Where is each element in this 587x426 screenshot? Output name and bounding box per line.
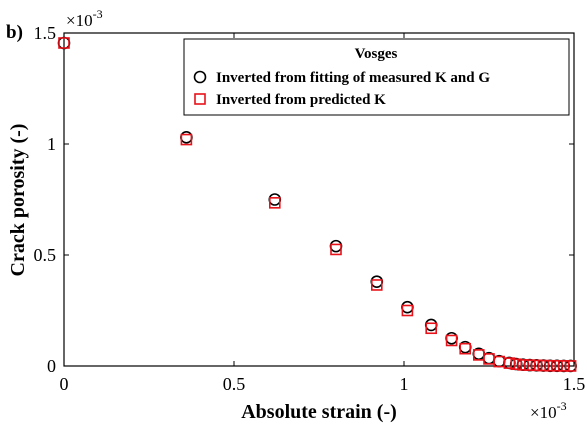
x-exponent: -3 <box>557 399 567 413</box>
data-point-square <box>445 334 458 347</box>
data-point-square <box>58 37 70 49</box>
y-axis-label: Crack porosity (-) <box>7 124 29 277</box>
legend-square-marker <box>194 93 206 105</box>
x-axis-label: Absolute strain (-) <box>241 401 397 423</box>
y-exponent: -3 <box>93 7 103 21</box>
data-point-square <box>551 359 563 372</box>
data-point-square <box>180 133 193 146</box>
data-point-square <box>425 322 438 335</box>
data-point-square <box>503 357 516 369</box>
data-point-square <box>530 359 543 372</box>
x-tick-label: 0.5 <box>223 374 246 394</box>
axis-ticks: 0 0.5 1 1.5 0 0.5 1 1.5 <box>34 23 586 394</box>
data-points <box>57 36 577 373</box>
data-point-square <box>523 359 536 371</box>
data-point-square <box>268 197 281 209</box>
data-point-square <box>544 359 557 372</box>
x-exponent-label: ×10-3 <box>530 399 567 422</box>
data-point-square <box>330 243 342 256</box>
data-point-square <box>564 360 577 372</box>
data-point-square <box>459 342 472 355</box>
y-tick-label: 1 <box>47 134 56 154</box>
y-tick-label: 1.5 <box>34 23 57 43</box>
y-tick-label: 0 <box>47 356 56 376</box>
y-tick-label: 0.5 <box>34 245 57 265</box>
data-point-square <box>557 360 570 372</box>
x-tick-label: 1.5 <box>563 374 586 394</box>
y-exponent-label: ×10-3 <box>66 7 103 30</box>
data-point-square <box>517 359 529 371</box>
x-multiplier: ×10 <box>530 403 557 422</box>
data-point-square <box>401 304 414 317</box>
legend-entry-2: Inverted from predicted K <box>216 92 386 108</box>
data-point-square <box>370 279 383 291</box>
legend-entry-1: Inverted from fitting of measured K and … <box>216 70 490 86</box>
legend: Vosges Inverted from fitting of measured… <box>183 38 570 116</box>
x-tick-label: 0 <box>60 374 69 394</box>
legend-circle-marker <box>193 70 207 84</box>
data-point-square <box>537 359 550 372</box>
data-point-square <box>510 358 523 371</box>
legend-title: Vosges <box>355 46 398 62</box>
legend-box <box>183 38 570 116</box>
panel-label: b) <box>6 22 23 43</box>
x-tick-label: 1 <box>400 374 409 394</box>
y-multiplier: ×10 <box>66 11 93 30</box>
